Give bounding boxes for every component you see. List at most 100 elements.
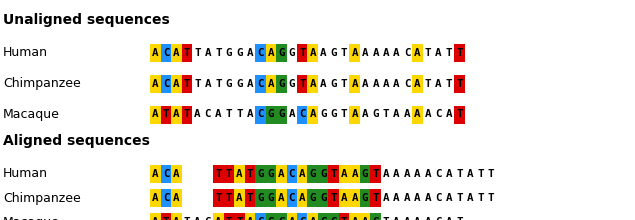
Text: T: T (477, 193, 484, 203)
Text: Human: Human (3, 167, 48, 180)
Text: A: A (351, 109, 358, 119)
FancyBboxPatch shape (182, 106, 192, 124)
Text: T: T (236, 109, 243, 119)
Text: A: A (278, 169, 284, 179)
FancyBboxPatch shape (318, 213, 328, 220)
Text: T: T (246, 169, 253, 179)
FancyBboxPatch shape (255, 213, 265, 220)
Text: A: A (467, 169, 473, 179)
Text: G: G (320, 217, 326, 220)
FancyBboxPatch shape (276, 75, 286, 93)
FancyBboxPatch shape (349, 189, 360, 207)
Text: A: A (425, 193, 431, 203)
Text: T: T (341, 109, 347, 119)
Text: A: A (309, 48, 316, 58)
Text: A: A (320, 79, 326, 89)
FancyBboxPatch shape (150, 213, 161, 220)
Text: C: C (404, 48, 410, 58)
FancyBboxPatch shape (224, 189, 234, 207)
FancyBboxPatch shape (360, 213, 370, 220)
Text: G: G (330, 79, 337, 89)
Text: C: C (257, 109, 264, 119)
Text: T: T (163, 109, 170, 119)
FancyBboxPatch shape (244, 213, 255, 220)
Text: T: T (456, 109, 463, 119)
Text: C: C (163, 79, 170, 89)
Text: A: A (414, 109, 421, 119)
Text: T: T (425, 48, 431, 58)
Text: G: G (278, 109, 284, 119)
Text: G: G (278, 48, 284, 58)
FancyBboxPatch shape (286, 189, 297, 207)
Text: A: A (309, 109, 316, 119)
FancyBboxPatch shape (171, 213, 182, 220)
Text: T: T (246, 193, 253, 203)
Text: T: T (341, 79, 347, 89)
Text: G: G (330, 109, 337, 119)
Text: A: A (204, 48, 211, 58)
Text: T: T (341, 217, 347, 220)
Text: C: C (163, 193, 170, 203)
Text: A: A (351, 169, 358, 179)
Text: T: T (163, 217, 170, 220)
Text: A: A (341, 193, 347, 203)
Text: C: C (288, 193, 295, 203)
FancyBboxPatch shape (307, 106, 318, 124)
Text: A: A (246, 109, 253, 119)
Text: A: A (204, 79, 211, 89)
Text: T: T (456, 169, 463, 179)
Text: A: A (414, 193, 421, 203)
FancyBboxPatch shape (297, 189, 307, 207)
FancyBboxPatch shape (213, 189, 224, 207)
Text: G: G (236, 79, 243, 89)
Text: T: T (215, 193, 222, 203)
Text: T: T (299, 48, 305, 58)
Text: A: A (215, 217, 222, 220)
Text: T: T (236, 217, 243, 220)
Text: T: T (456, 79, 463, 89)
Text: A: A (393, 48, 400, 58)
Text: A: A (414, 48, 421, 58)
Text: A: A (393, 217, 400, 220)
Text: T: T (184, 217, 190, 220)
FancyBboxPatch shape (265, 189, 276, 207)
Text: A: A (383, 193, 389, 203)
Text: A: A (362, 109, 368, 119)
Text: A: A (425, 109, 431, 119)
FancyBboxPatch shape (255, 75, 265, 93)
Text: A: A (246, 48, 253, 58)
FancyBboxPatch shape (234, 165, 244, 183)
Text: C: C (435, 169, 442, 179)
FancyBboxPatch shape (307, 165, 318, 183)
Text: G: G (362, 169, 368, 179)
Text: A: A (404, 109, 410, 119)
FancyBboxPatch shape (161, 75, 171, 93)
FancyBboxPatch shape (171, 75, 182, 93)
Text: G: G (225, 79, 232, 89)
FancyBboxPatch shape (161, 106, 171, 124)
Text: G: G (309, 169, 316, 179)
FancyBboxPatch shape (328, 165, 339, 183)
Text: A: A (362, 79, 368, 89)
Text: A: A (404, 169, 410, 179)
Text: T: T (215, 79, 222, 89)
Text: C: C (299, 217, 305, 220)
Text: A: A (194, 217, 201, 220)
Text: A: A (278, 193, 284, 203)
FancyBboxPatch shape (265, 75, 276, 93)
FancyBboxPatch shape (150, 75, 161, 93)
Text: G: G (362, 193, 368, 203)
FancyBboxPatch shape (412, 75, 423, 93)
Text: A: A (246, 217, 253, 220)
Text: A: A (309, 79, 316, 89)
Text: A: A (383, 79, 389, 89)
Text: A: A (173, 169, 180, 179)
Text: T: T (456, 193, 463, 203)
FancyBboxPatch shape (328, 189, 339, 207)
Text: T: T (488, 193, 494, 203)
Text: A: A (425, 169, 431, 179)
Text: A: A (393, 193, 400, 203)
FancyBboxPatch shape (297, 75, 307, 93)
FancyBboxPatch shape (339, 189, 349, 207)
Text: T: T (194, 48, 201, 58)
